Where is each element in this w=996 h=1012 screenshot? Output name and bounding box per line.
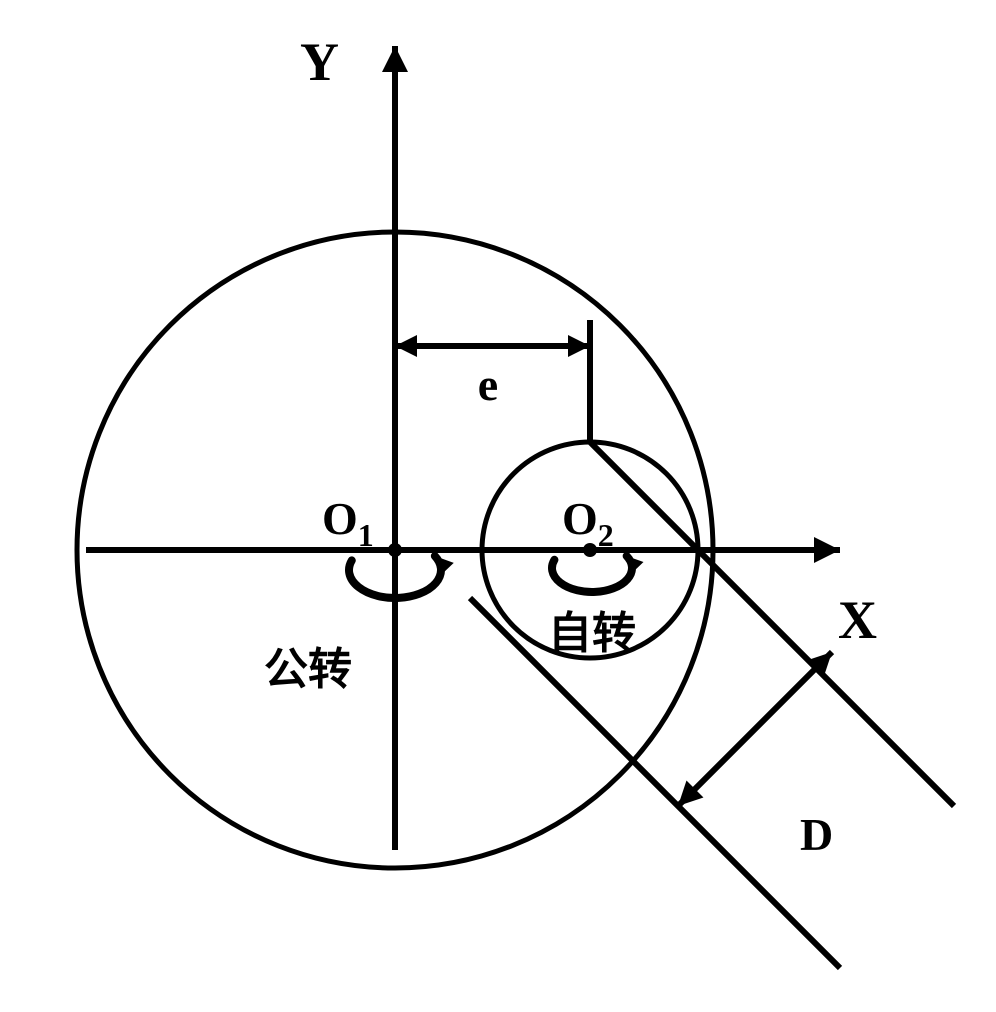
- svg-text:X: X: [838, 590, 877, 650]
- svg-text:自转: 自转: [548, 609, 636, 658]
- svg-text:公转: 公转: [264, 645, 352, 694]
- svg-text:D: D: [800, 809, 833, 860]
- svg-text:e: e: [478, 359, 498, 410]
- svg-text:Y: Y: [300, 32, 339, 92]
